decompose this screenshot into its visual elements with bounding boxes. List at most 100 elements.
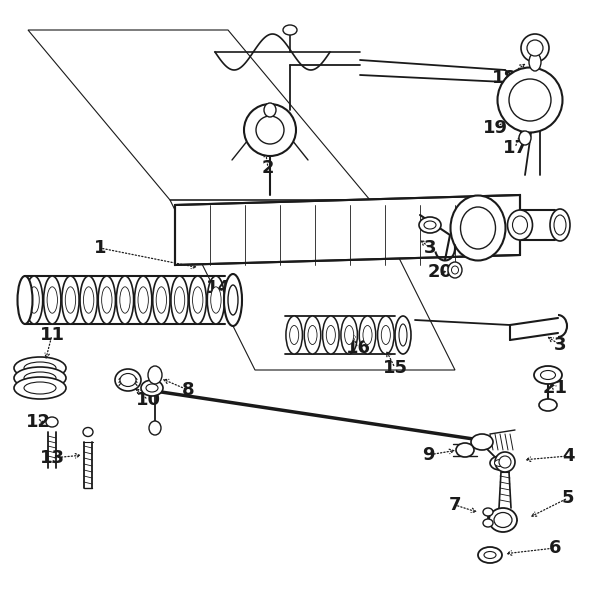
Ellipse shape xyxy=(120,287,130,313)
Text: 15: 15 xyxy=(383,359,408,377)
Ellipse shape xyxy=(29,287,39,313)
Ellipse shape xyxy=(452,266,458,274)
Ellipse shape xyxy=(149,421,161,435)
Ellipse shape xyxy=(550,209,570,241)
Ellipse shape xyxy=(189,276,206,324)
Ellipse shape xyxy=(534,366,562,384)
Ellipse shape xyxy=(304,316,321,354)
Ellipse shape xyxy=(456,443,474,457)
Ellipse shape xyxy=(26,276,43,324)
Ellipse shape xyxy=(419,217,441,233)
Ellipse shape xyxy=(490,456,510,470)
Ellipse shape xyxy=(207,276,225,324)
Text: 19: 19 xyxy=(483,119,508,137)
Ellipse shape xyxy=(14,377,66,399)
Ellipse shape xyxy=(14,367,66,389)
Ellipse shape xyxy=(541,370,555,379)
Ellipse shape xyxy=(529,53,541,71)
Text: 6: 6 xyxy=(549,539,561,557)
Text: 10: 10 xyxy=(135,391,160,409)
Ellipse shape xyxy=(283,25,297,35)
Ellipse shape xyxy=(264,103,276,117)
Ellipse shape xyxy=(286,316,302,354)
Ellipse shape xyxy=(83,427,93,437)
Ellipse shape xyxy=(46,417,58,427)
Ellipse shape xyxy=(24,372,56,384)
Ellipse shape xyxy=(224,274,242,326)
Ellipse shape xyxy=(495,452,515,472)
Ellipse shape xyxy=(508,210,532,240)
Ellipse shape xyxy=(399,324,407,346)
Text: 7: 7 xyxy=(449,496,461,514)
Ellipse shape xyxy=(14,357,66,379)
Text: 13: 13 xyxy=(39,449,64,467)
Ellipse shape xyxy=(141,380,163,396)
Ellipse shape xyxy=(424,221,436,229)
Ellipse shape xyxy=(494,512,512,527)
Ellipse shape xyxy=(24,382,56,394)
Ellipse shape xyxy=(135,276,152,324)
Ellipse shape xyxy=(211,287,221,313)
Ellipse shape xyxy=(513,216,527,234)
Ellipse shape xyxy=(527,40,543,56)
Ellipse shape xyxy=(519,131,531,145)
Ellipse shape xyxy=(256,116,284,144)
Ellipse shape xyxy=(471,434,493,450)
Text: 9: 9 xyxy=(422,446,434,464)
Text: 16: 16 xyxy=(346,339,371,357)
Ellipse shape xyxy=(244,104,296,156)
Text: 11: 11 xyxy=(39,326,64,344)
Ellipse shape xyxy=(363,325,372,344)
Text: 5: 5 xyxy=(562,489,575,507)
Ellipse shape xyxy=(359,316,375,354)
Ellipse shape xyxy=(539,399,557,411)
Ellipse shape xyxy=(138,287,148,313)
Ellipse shape xyxy=(66,287,76,313)
Ellipse shape xyxy=(83,287,94,313)
Ellipse shape xyxy=(341,316,358,354)
Text: 12: 12 xyxy=(26,413,51,431)
Ellipse shape xyxy=(290,325,299,344)
Text: 3: 3 xyxy=(554,336,566,354)
Ellipse shape xyxy=(24,362,56,374)
Ellipse shape xyxy=(498,67,563,133)
Ellipse shape xyxy=(98,276,116,324)
Ellipse shape xyxy=(146,384,158,392)
Ellipse shape xyxy=(451,196,505,260)
Ellipse shape xyxy=(521,34,549,62)
Ellipse shape xyxy=(344,325,353,344)
Ellipse shape xyxy=(395,316,411,354)
Ellipse shape xyxy=(116,276,134,324)
Ellipse shape xyxy=(17,276,33,324)
Text: 18: 18 xyxy=(492,69,517,87)
Ellipse shape xyxy=(193,287,203,313)
Text: 1: 1 xyxy=(94,239,106,257)
Text: 20: 20 xyxy=(427,263,452,281)
Ellipse shape xyxy=(308,325,317,344)
Text: 14: 14 xyxy=(206,279,231,297)
Ellipse shape xyxy=(175,287,185,313)
Ellipse shape xyxy=(156,287,166,313)
Ellipse shape xyxy=(483,508,493,516)
Ellipse shape xyxy=(171,276,188,324)
Ellipse shape xyxy=(448,262,462,278)
Ellipse shape xyxy=(62,276,79,324)
Ellipse shape xyxy=(326,325,336,344)
Ellipse shape xyxy=(80,276,97,324)
Ellipse shape xyxy=(115,369,141,391)
Ellipse shape xyxy=(495,460,505,467)
Ellipse shape xyxy=(148,366,162,384)
Text: 21: 21 xyxy=(542,379,567,397)
Text: 3: 3 xyxy=(424,239,436,257)
Ellipse shape xyxy=(381,325,390,344)
Ellipse shape xyxy=(153,276,170,324)
Ellipse shape xyxy=(509,79,551,121)
Text: 8: 8 xyxy=(182,381,194,399)
Ellipse shape xyxy=(378,316,394,354)
Ellipse shape xyxy=(47,287,57,313)
Ellipse shape xyxy=(483,519,493,527)
Ellipse shape xyxy=(120,373,136,386)
Ellipse shape xyxy=(322,316,339,354)
Ellipse shape xyxy=(484,551,496,559)
Ellipse shape xyxy=(489,508,517,532)
